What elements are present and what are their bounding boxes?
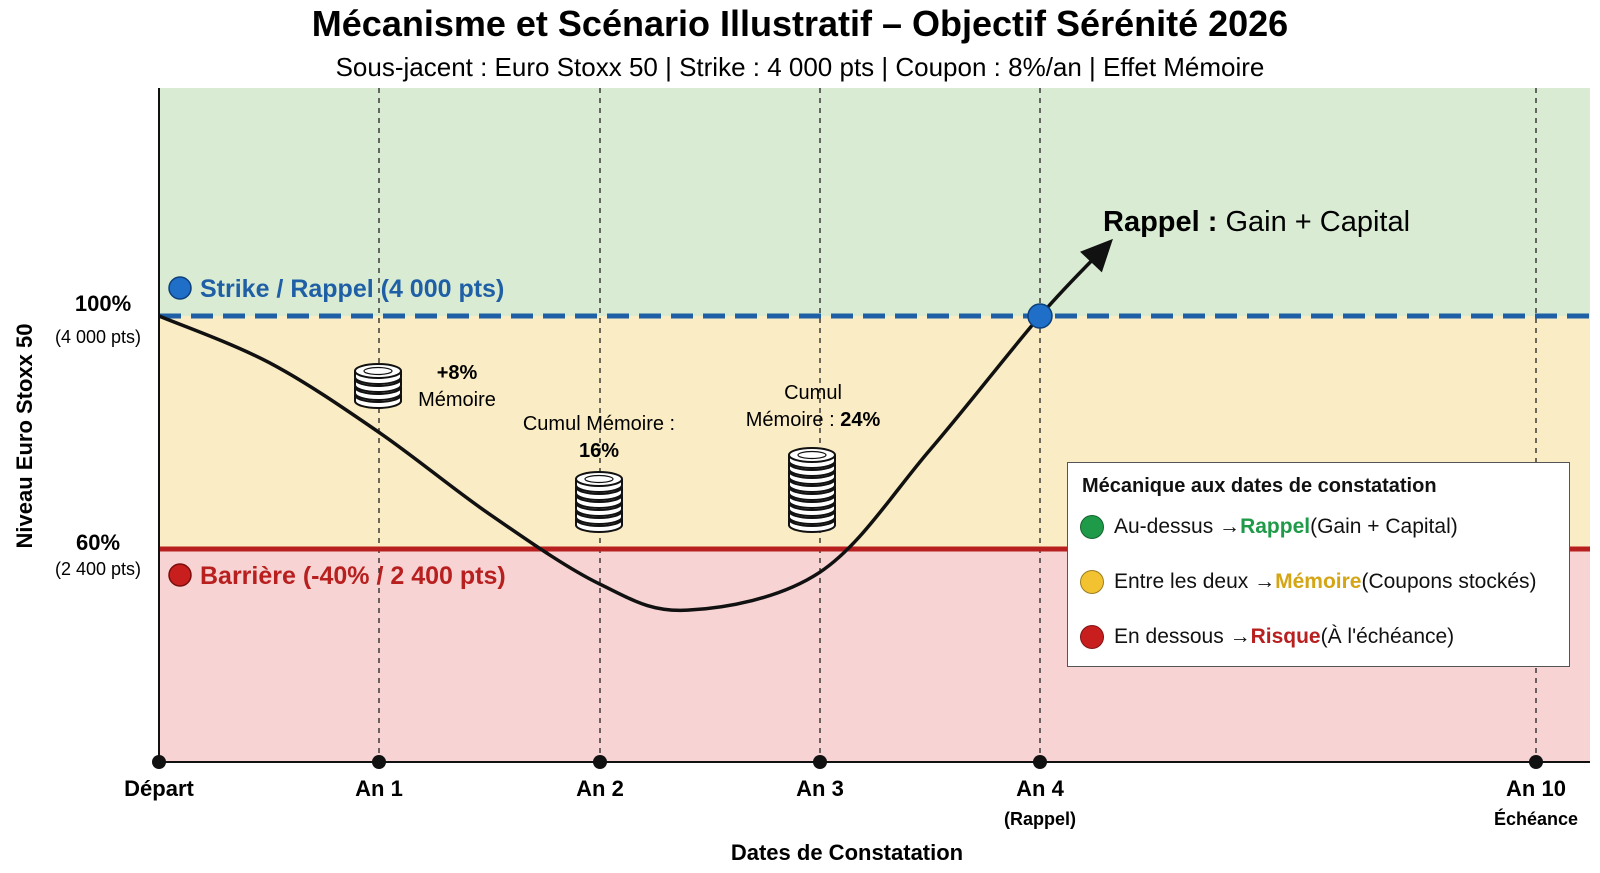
x-tick-dot-2 — [593, 755, 607, 769]
strike-marker-dot — [168, 276, 192, 300]
green-dot-icon — [1080, 515, 1104, 539]
x-tick-label-depart: Départ — [124, 776, 194, 801]
coin-top — [575, 471, 623, 487]
y-tick-sub-100: (4 000 pts) — [55, 327, 141, 347]
zone-band-0 — [159, 88, 1590, 316]
series-arrowhead — [1080, 238, 1113, 273]
y-tick-label-100: 100% — [75, 291, 131, 316]
coin-top — [788, 447, 836, 463]
coin-rim — [797, 450, 827, 460]
legend-item-suffix: (Coupons stockés) — [1361, 570, 1537, 593]
coin-stack-year2 — [575, 471, 623, 533]
coin-stack-year1 — [354, 363, 402, 409]
x-tick-label-an4: An 4 — [1016, 776, 1064, 801]
annotation-year2-pct: 16% — [579, 440, 619, 462]
coin-rim — [363, 366, 393, 376]
red-dot-icon — [1080, 625, 1104, 649]
coin-stacks — [354, 363, 836, 533]
x-axis-title: Dates de Constatation — [731, 840, 963, 865]
annotation-year3-pct: 24% — [840, 409, 880, 431]
annotation-year2-label: Cumul Mémoire : — [523, 413, 675, 435]
yellow-dot-icon — [1080, 570, 1104, 594]
recall-point — [1027, 303, 1053, 329]
coin-rim — [584, 474, 614, 484]
x-tick-label-an2: An 2 — [576, 776, 624, 801]
callout-rappel-bold: Rappel : — [1103, 206, 1217, 238]
barrier-marker-dot — [168, 563, 192, 587]
legend-item-key: Rappel — [1240, 515, 1311, 538]
series-line — [158, 244, 1108, 613]
x-tick-dot-1 — [372, 755, 386, 769]
series-layer — [158, 238, 1113, 613]
callout-rappel-text: Gain + Capital — [1217, 206, 1410, 238]
x-tick-sub-an10: Échéance — [1494, 808, 1578, 829]
x-tick-dot-0 — [152, 755, 166, 769]
x-tick-dot-3 — [813, 755, 827, 769]
y-tick-sub-60: (2 400 pts) — [55, 559, 141, 579]
strike-line-label: Strike / Rappel (4 000 pts) — [200, 275, 504, 303]
chart-title: Mécanisme et Scénario Illustratif – Obje… — [312, 3, 1288, 44]
coin-stack-year3 — [788, 447, 836, 533]
callout-rappel: Rappel : Gain + Capital — [1103, 206, 1410, 238]
x-tick-label-an1: An 1 — [355, 776, 403, 801]
barrier-line-label: Barrière (-40% / 2 400 pts) — [200, 562, 506, 590]
legend-item-suffix: (Gain + Capital) — [1310, 515, 1458, 538]
x-tick-dot-4 — [1033, 755, 1047, 769]
x-tick-sub-an4: (Rappel) — [1004, 809, 1076, 829]
legend-item-suffix: (À l'échéance) — [1320, 625, 1455, 648]
legend-item-prefix: En dessous → — [1114, 625, 1251, 648]
annotation-year1-label: Mémoire — [418, 389, 496, 411]
annotation-year3-memoire: Mémoire : — [746, 409, 840, 431]
legend-item-prefix: Entre les deux → — [1114, 570, 1276, 593]
annotation-year3-label: Cumul — [784, 382, 842, 404]
x-tick-dot-5 — [1529, 755, 1543, 769]
x-tick-label-an10: An 10 — [1506, 776, 1566, 801]
legend-item-memoire: Entre les deux → Mémoire (Coupons stocké… — [1080, 570, 1537, 594]
legend-item-prefix: Au-dessus → — [1114, 515, 1241, 538]
annotation-year3-line2: Mémoire : 24% — [746, 409, 881, 431]
legend-item-key: Risque — [1250, 625, 1321, 648]
legend-title: Mécanique aux dates de constatation — [1082, 475, 1437, 497]
y-tick-label-60: 60% — [76, 530, 120, 555]
x-tick-label-an3: An 3 — [796, 776, 844, 801]
coin-top — [354, 363, 402, 379]
legend-item-rappel: Au-dessus → Rappel (Gain + Capital) — [1080, 515, 1458, 539]
legend-item-key: Mémoire — [1275, 570, 1362, 593]
chart-subtitle: Sous-jacent : Euro Stoxx 50 | Strike : 4… — [336, 52, 1265, 82]
axes — [152, 88, 1590, 769]
y-axis-title: Niveau Euro Stoxx 50 — [12, 324, 37, 549]
legend-item-risque: En dessous → Risque (À l'échéance) — [1080, 625, 1454, 649]
annotation-year1-pct: +8% — [437, 362, 478, 384]
legend: Mécanique aux dates de constatation Au-d… — [1067, 462, 1570, 667]
